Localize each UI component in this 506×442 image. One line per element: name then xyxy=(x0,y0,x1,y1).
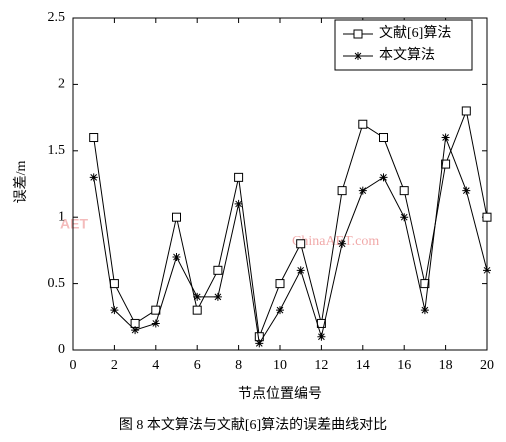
marker-star xyxy=(462,186,471,195)
series-line xyxy=(93,109,488,337)
x-tick-label: 16 xyxy=(397,358,411,373)
marker-star xyxy=(89,173,98,182)
marker-star xyxy=(151,319,160,328)
marker-square xyxy=(399,186,409,196)
marker-square xyxy=(192,305,202,315)
marker-square xyxy=(482,212,492,222)
marker-star xyxy=(400,213,409,222)
marker-star xyxy=(255,339,264,348)
marker-star xyxy=(420,306,429,315)
y-tick-label: 2 xyxy=(58,77,65,92)
y-tick-label: 1 xyxy=(58,209,65,224)
x-tick-label: 12 xyxy=(314,358,328,373)
x-tick-label: 6 xyxy=(194,358,201,373)
x-tick-label: 10 xyxy=(273,358,287,373)
marker-star xyxy=(317,332,326,341)
series-line xyxy=(93,137,488,345)
marker-star xyxy=(483,266,491,275)
x-axis-label: 节点位置编号 xyxy=(238,386,322,402)
marker-square xyxy=(379,133,388,143)
y-tick-label: 2.5 xyxy=(48,10,66,25)
marker-square xyxy=(275,279,285,289)
marker-square xyxy=(353,29,363,39)
marker-square xyxy=(172,212,181,222)
x-tick-label: 14 xyxy=(356,358,370,373)
marker-square xyxy=(234,172,244,182)
y-tick-label: 0 xyxy=(58,342,65,357)
marker-star xyxy=(354,52,362,60)
legend-label: 本文算法 xyxy=(379,47,435,63)
marker-square xyxy=(213,265,223,275)
marker-star xyxy=(110,306,119,315)
caption: 图 8 本文算法与文献[6]算法的误差曲线对比 xyxy=(119,417,387,433)
x-tick-label: 4 xyxy=(152,358,159,373)
marker-star xyxy=(441,133,450,142)
x-tick-label: 2 xyxy=(111,358,118,373)
x-tick-label: 8 xyxy=(235,358,242,373)
legend-label: 文献[6]算法 xyxy=(379,25,451,41)
marker-star xyxy=(338,239,347,248)
marker-star xyxy=(193,292,202,301)
marker-star xyxy=(296,266,305,275)
marker-square xyxy=(89,133,99,143)
marker-square xyxy=(461,106,471,116)
watermark-url: ChinaAET.com xyxy=(292,234,379,249)
y-tick-label: 0.5 xyxy=(48,276,66,291)
marker-star xyxy=(131,326,140,335)
marker-star xyxy=(358,186,367,195)
legend-box xyxy=(334,19,473,71)
marker-square xyxy=(109,279,119,289)
x-tick-label: 20 xyxy=(480,358,494,373)
y-tick-label: 1.5 xyxy=(48,143,66,158)
marker-square xyxy=(420,279,430,289)
marker-square xyxy=(296,239,306,249)
marker-star xyxy=(172,253,181,262)
x-tick-label: 0 xyxy=(70,358,77,373)
x-tick-label: 18 xyxy=(439,358,453,373)
watermark-logo: AET xyxy=(60,216,88,232)
marker-star xyxy=(213,292,222,301)
marker-square xyxy=(337,186,347,196)
marker-star xyxy=(234,199,243,208)
marker-square xyxy=(358,119,368,129)
marker-square xyxy=(441,159,451,169)
y-axis-label: 误差/m xyxy=(13,161,29,204)
marker-star xyxy=(276,306,284,315)
marker-star xyxy=(379,173,388,182)
